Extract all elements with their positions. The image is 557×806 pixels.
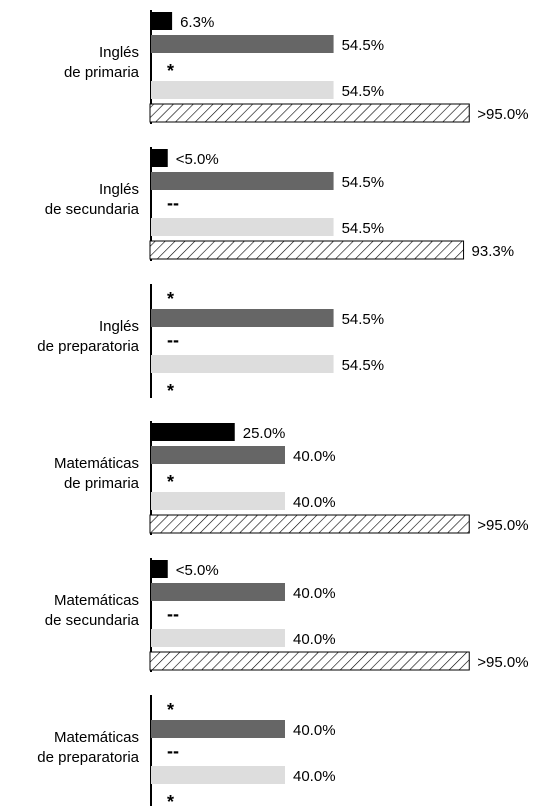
bar <box>151 423 235 441</box>
bar-group: Inglés de preparatoria * 54.5% -- 54.5% * <box>37 284 384 401</box>
dash-marker: -- <box>167 604 179 624</box>
value-label: 40.0% <box>293 585 336 602</box>
value-label: 54.5% <box>342 174 385 191</box>
value-label: >95.0% <box>477 106 528 123</box>
asterisk-marker: * <box>167 289 174 309</box>
bar <box>151 560 168 578</box>
bar <box>149 514 470 534</box>
group-label-line: Inglés <box>99 318 139 335</box>
bar <box>149 240 465 260</box>
bar <box>151 629 285 647</box>
asterisk-marker: * <box>167 792 174 806</box>
asterisk-marker: * <box>167 700 174 720</box>
asterisk-marker: * <box>167 472 174 492</box>
value-label: 40.0% <box>293 448 336 465</box>
bar <box>151 446 285 464</box>
group-label-line: de primaria <box>64 64 140 81</box>
bar <box>151 149 168 167</box>
value-label: 40.0% <box>293 494 336 511</box>
dash-marker: -- <box>167 330 179 350</box>
value-label: >95.0% <box>477 517 528 534</box>
group-label: Matemáticas de preparatoria <box>37 729 139 766</box>
group-label-line: de secundaria <box>45 612 140 629</box>
value-label: 54.5% <box>342 83 385 100</box>
value-label: 93.3% <box>472 243 515 260</box>
value-label: <5.0% <box>176 562 219 579</box>
bar <box>151 720 285 738</box>
bar <box>151 492 285 510</box>
bar <box>149 651 470 671</box>
asterisk-marker: * <box>167 61 174 81</box>
value-label: 6.3% <box>180 14 214 31</box>
value-label: 54.5% <box>342 311 385 328</box>
value-label: 54.5% <box>342 220 385 237</box>
value-label: >95.0% <box>477 654 528 671</box>
group-label-line: Inglés <box>99 44 139 61</box>
value-label: 25.0% <box>243 425 286 442</box>
group-label-line: de primaria <box>64 475 140 492</box>
value-label: <5.0% <box>176 151 219 168</box>
bar <box>151 766 285 784</box>
group-label-line: Inglés <box>99 181 139 198</box>
value-label: 40.0% <box>293 631 336 648</box>
dash-marker: -- <box>167 741 179 761</box>
plot-area: Inglés de primaria6.3%54.5%*54.5%>95.0%In… <box>37 10 529 806</box>
group-label-line: Matemáticas <box>54 729 139 746</box>
group-label-line: de preparatoria <box>37 338 139 355</box>
group-label: Matemáticas de primaria <box>54 455 140 492</box>
bar <box>151 35 334 53</box>
bar <box>151 355 334 373</box>
group-label-line: de preparatoria <box>37 749 139 766</box>
bar <box>151 172 334 190</box>
bar <box>151 583 285 601</box>
group-label: Matemáticas de secundaria <box>45 592 140 629</box>
group-label: Inglés de preparatoria <box>37 318 139 355</box>
group-label-line: Matemáticas <box>54 592 139 609</box>
bar <box>151 218 334 236</box>
dash-marker: -- <box>167 193 179 213</box>
bar-group: Inglés de primaria 6.3% 54.5% * 54.5% >95.0% <box>64 10 529 124</box>
group-label-line: de secundaria <box>45 201 140 218</box>
value-label: 40.0% <box>293 722 336 739</box>
value-label: 54.5% <box>342 37 385 54</box>
bar-group: Inglés de secundaria <5.0% 54.5% -- 54.5% 93.3… <box>45 147 514 261</box>
bar-group: Matemáticas de preparatoria * 40.0% -- 40.0% * <box>37 695 336 806</box>
group-label-line: Matemáticas <box>54 455 139 472</box>
bar-group: Matemáticas de primaria 25.0% 40.0% * 40.0% >9… <box>54 421 529 535</box>
bar <box>151 81 334 99</box>
value-label: 54.5% <box>342 357 385 374</box>
bar <box>151 309 334 327</box>
bar-group: Matemáticas de secundaria <5.0% 40.0% -- 40.0… <box>45 558 529 672</box>
group-label: Inglés de primaria <box>64 44 140 81</box>
bar <box>151 12 173 30</box>
bar <box>149 103 470 123</box>
group-label: Inglés de secundaria <box>45 181 140 218</box>
value-label: 40.0% <box>293 768 336 785</box>
asterisk-marker: * <box>167 381 174 401</box>
